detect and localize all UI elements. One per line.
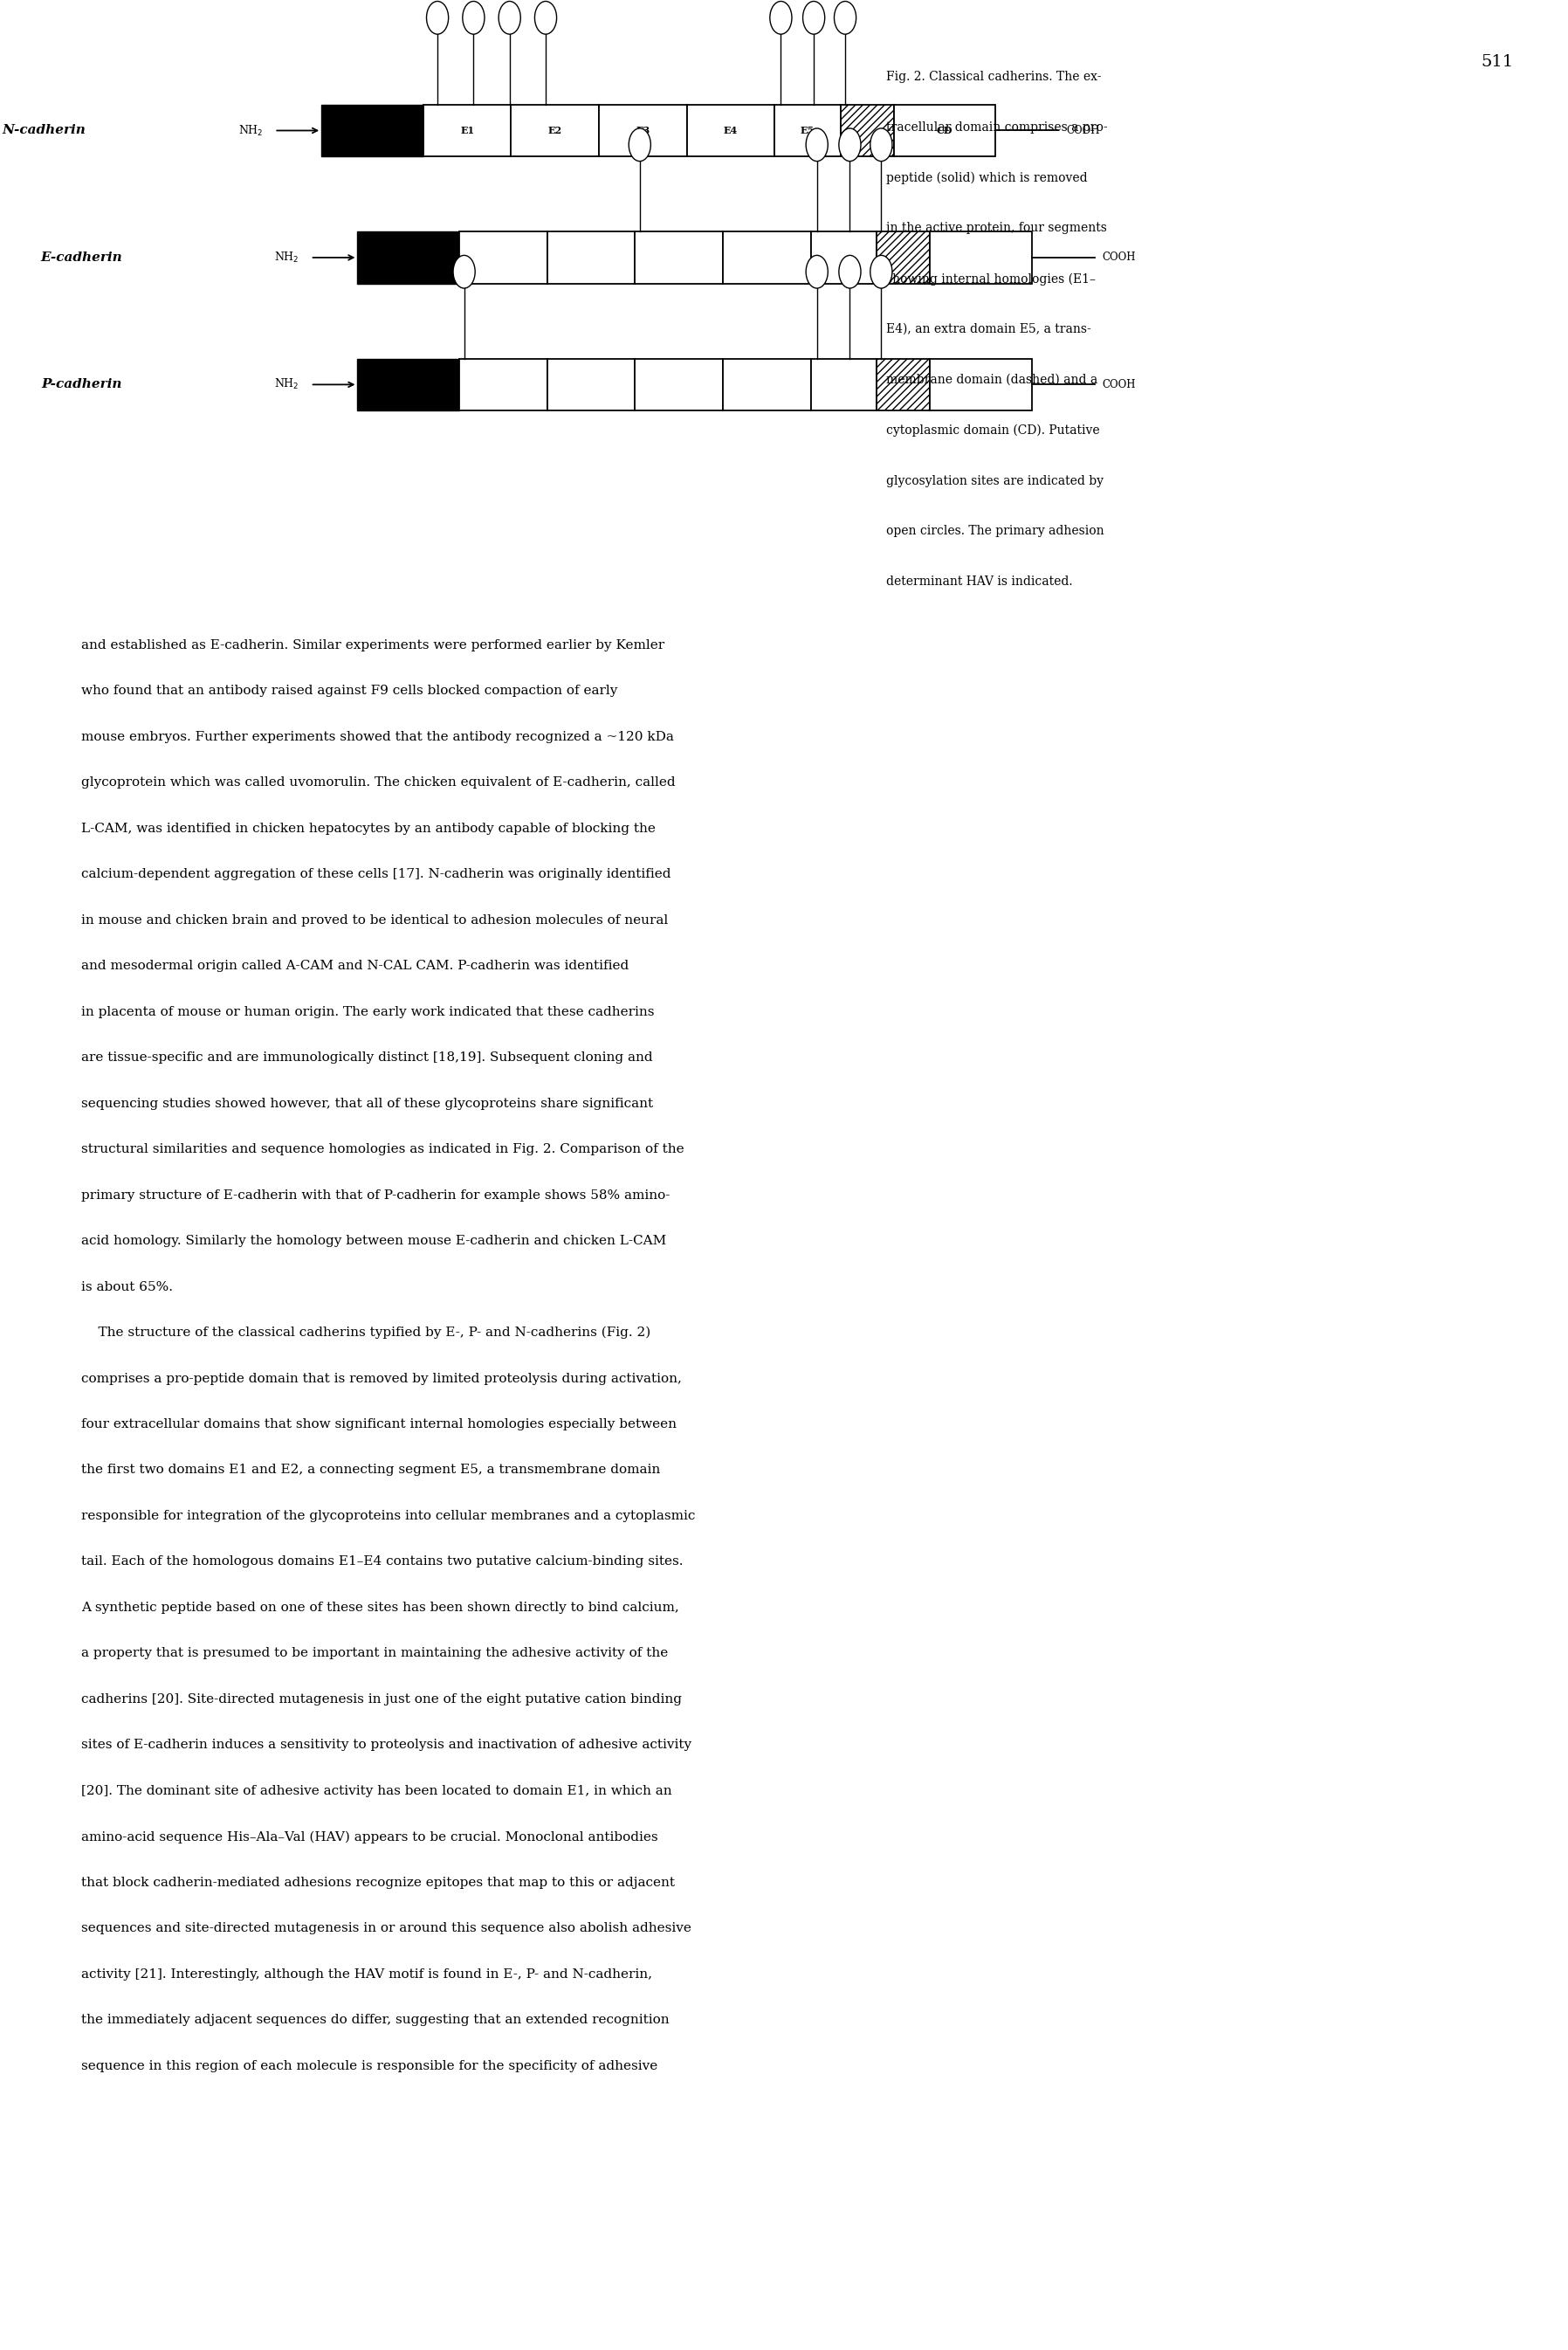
Text: E1: E1 <box>461 127 474 136</box>
Text: activity [21]. Interestingly, although the HAV motif is found in E-, P- and N-ca: activity [21]. Interestingly, although t… <box>82 1969 652 1981</box>
Text: A synthetic peptide based on one of these sites has been shown directly to bind : A synthetic peptide based on one of thes… <box>82 1603 679 1614</box>
Circle shape <box>839 256 861 289</box>
Circle shape <box>806 256 828 289</box>
Text: tail. Each of the homologous domains E1–E4 contains two putative calcium-binding: tail. Each of the homologous domains E1–… <box>82 1556 684 1567</box>
Bar <box>635 360 723 411</box>
Text: responsible for integration of the glycoproteins into cellular membranes and a c: responsible for integration of the glyco… <box>82 1511 696 1523</box>
Text: in placenta of mouse or human origin. The early work indicated that these cadher: in placenta of mouse or human origin. Th… <box>82 1006 655 1018</box>
Text: E-cadherin: E-cadherin <box>41 251 122 263</box>
Circle shape <box>629 129 651 162</box>
Text: who found that an antibody raised against F9 cells blocked compaction of early: who found that an antibody raised agains… <box>82 686 618 698</box>
Text: NH$_2$: NH$_2$ <box>238 125 263 139</box>
Text: acid homology. Similarly the homology between mouse E-cadherin and chicken L-CAM: acid homology. Similarly the homology be… <box>82 1236 666 1248</box>
Text: in the active protein, four segments: in the active protein, four segments <box>886 223 1107 235</box>
Circle shape <box>453 256 475 289</box>
Text: showing internal homologies (E1–: showing internal homologies (E1– <box>886 273 1096 284</box>
Text: peptide (solid) which is removed: peptide (solid) which is removed <box>886 172 1087 183</box>
Text: sites of E-cadherin induces a sensitivity to proteolysis and inactivation of adh: sites of E-cadherin induces a sensitivit… <box>82 1739 691 1751</box>
Text: CD: CD <box>936 127 953 136</box>
Text: Fig. 2. Classical cadherins. The ex-: Fig. 2. Classical cadherins. The ex- <box>886 70 1101 82</box>
Bar <box>547 233 635 284</box>
Bar <box>511 106 599 157</box>
Bar <box>358 360 459 411</box>
Text: COOH: COOH <box>1102 251 1135 263</box>
Text: E4), an extra domain E5, a trans-: E4), an extra domain E5, a trans- <box>886 322 1091 336</box>
Bar <box>547 360 635 411</box>
Circle shape <box>870 256 892 289</box>
Circle shape <box>803 2 825 35</box>
Text: the first two domains E1 and E2, a connecting segment E5, a transmembrane domain: the first two domains E1 and E2, a conne… <box>82 1464 660 1476</box>
Bar <box>423 106 511 157</box>
Text: NH$_2$: NH$_2$ <box>274 378 299 392</box>
Bar <box>840 106 894 157</box>
Bar <box>723 360 811 411</box>
Bar <box>894 106 996 157</box>
Text: primary structure of E-cadherin with that of P-cadherin for example shows 58% am: primary structure of E-cadherin with tha… <box>82 1189 670 1201</box>
Text: glycosylation sites are indicated by: glycosylation sites are indicated by <box>886 475 1104 486</box>
Text: the immediately adjacent sequences do differ, suggesting that an extended recogn: the immediately adjacent sequences do di… <box>82 2014 670 2026</box>
Text: determinant HAV is indicated.: determinant HAV is indicated. <box>886 576 1073 588</box>
Bar <box>358 233 459 284</box>
Circle shape <box>839 129 861 162</box>
Text: [20]. The dominant site of adhesive activity has been located to domain E1, in w: [20]. The dominant site of adhesive acti… <box>82 1786 673 1798</box>
Bar <box>877 360 930 411</box>
Circle shape <box>770 2 792 35</box>
Text: calcium-dependent aggregation of these cells [17]. N-cadherin was originally ide: calcium-dependent aggregation of these c… <box>82 870 671 881</box>
Text: E5: E5 <box>800 127 815 136</box>
Text: sequence in this region of each molecule is responsible for the specificity of a: sequence in this region of each molecule… <box>82 2059 659 2073</box>
Text: sequences and site-directed mutagenesis in or around this sequence also abolish : sequences and site-directed mutagenesis … <box>82 1922 691 1934</box>
Text: E2: E2 <box>549 127 561 136</box>
Text: COOH: COOH <box>1066 125 1099 136</box>
Bar <box>723 233 811 284</box>
Bar <box>635 233 723 284</box>
Bar <box>775 106 840 157</box>
Text: in mouse and chicken brain and proved to be identical to adhesion molecules of n: in mouse and chicken brain and proved to… <box>82 914 668 926</box>
Text: amino-acid sequence His–Ala–Val (HAV) appears to be crucial. Monoclonal antibodi: amino-acid sequence His–Ala–Val (HAV) ap… <box>82 1831 659 1842</box>
Text: open circles. The primary adhesion: open circles. The primary adhesion <box>886 526 1104 538</box>
Text: E3: E3 <box>635 127 651 136</box>
Text: a property that is presumed to be important in maintaining the adhesive activity: a property that is presumed to be import… <box>82 1647 668 1659</box>
Bar <box>930 360 1032 411</box>
Text: P-cadherin: P-cadherin <box>41 378 122 390</box>
Text: NH$_2$: NH$_2$ <box>274 251 299 266</box>
Text: glycoprotein which was called uvomorulin. The chicken equivalent of E-cadherin, : glycoprotein which was called uvomorulin… <box>82 776 676 790</box>
Text: COOH: COOH <box>1102 378 1135 390</box>
Text: that block cadherin-mediated adhesions recognize epitopes that map to this or ad: that block cadherin-mediated adhesions r… <box>82 1875 676 1889</box>
Text: are tissue-specific and are immunologically distinct [18,19]. Subsequent cloning: are tissue-specific and are immunologica… <box>82 1053 652 1065</box>
Text: and established as E-cadherin. Similar experiments were performed earlier by Kem: and established as E-cadherin. Similar e… <box>82 639 665 651</box>
Bar <box>321 106 423 157</box>
Circle shape <box>535 2 557 35</box>
Text: tracellular domain comprises a pro-: tracellular domain comprises a pro- <box>886 120 1107 134</box>
Circle shape <box>806 129 828 162</box>
Text: comprises a pro-peptide domain that is removed by limited proteolysis during act: comprises a pro-peptide domain that is r… <box>82 1372 682 1384</box>
Text: E4: E4 <box>723 127 739 136</box>
Bar <box>877 233 930 284</box>
Bar <box>599 106 687 157</box>
Circle shape <box>499 2 521 35</box>
Text: sequencing studies showed however, that all of these glycoproteins share signifi: sequencing studies showed however, that … <box>82 1097 654 1109</box>
Bar <box>459 233 547 284</box>
Circle shape <box>834 2 856 35</box>
Bar <box>930 233 1032 284</box>
Circle shape <box>870 129 892 162</box>
Text: structural similarities and sequence homologies as indicated in Fig. 2. Comparis: structural similarities and sequence hom… <box>82 1144 685 1156</box>
Text: and mesodermal origin called A-CAM and N-CAL CAM. P-cadherin was identified: and mesodermal origin called A-CAM and N… <box>82 961 629 973</box>
Bar <box>687 106 775 157</box>
Text: N-cadherin: N-cadherin <box>3 125 86 136</box>
Circle shape <box>426 2 448 35</box>
Text: membrane domain (dashed) and a: membrane domain (dashed) and a <box>886 374 1098 385</box>
Text: The structure of the classical cadherins typified by E-, P- and N-cadherins (Fig: The structure of the classical cadherins… <box>82 1325 651 1340</box>
Circle shape <box>463 2 485 35</box>
Text: cadherins [20]. Site-directed mutagenesis in just one of the eight putative cati: cadherins [20]. Site-directed mutagenesi… <box>82 1692 682 1706</box>
Text: is about 65%.: is about 65%. <box>82 1281 172 1292</box>
Bar <box>811 360 877 411</box>
Text: L-CAM, was identified in chicken hepatocytes by an antibody capable of blocking : L-CAM, was identified in chicken hepatoc… <box>82 822 655 834</box>
Text: 511: 511 <box>1480 54 1513 70</box>
Text: four extracellular domains that show significant internal homologies especially : four extracellular domains that show sig… <box>82 1419 677 1431</box>
Text: mouse embryos. Further experiments showed that the antibody recognized a ~120 kD: mouse embryos. Further experiments showe… <box>82 731 674 743</box>
Bar <box>459 360 547 411</box>
Bar <box>811 233 877 284</box>
Text: cytoplasmic domain (CD). Putative: cytoplasmic domain (CD). Putative <box>886 423 1099 437</box>
